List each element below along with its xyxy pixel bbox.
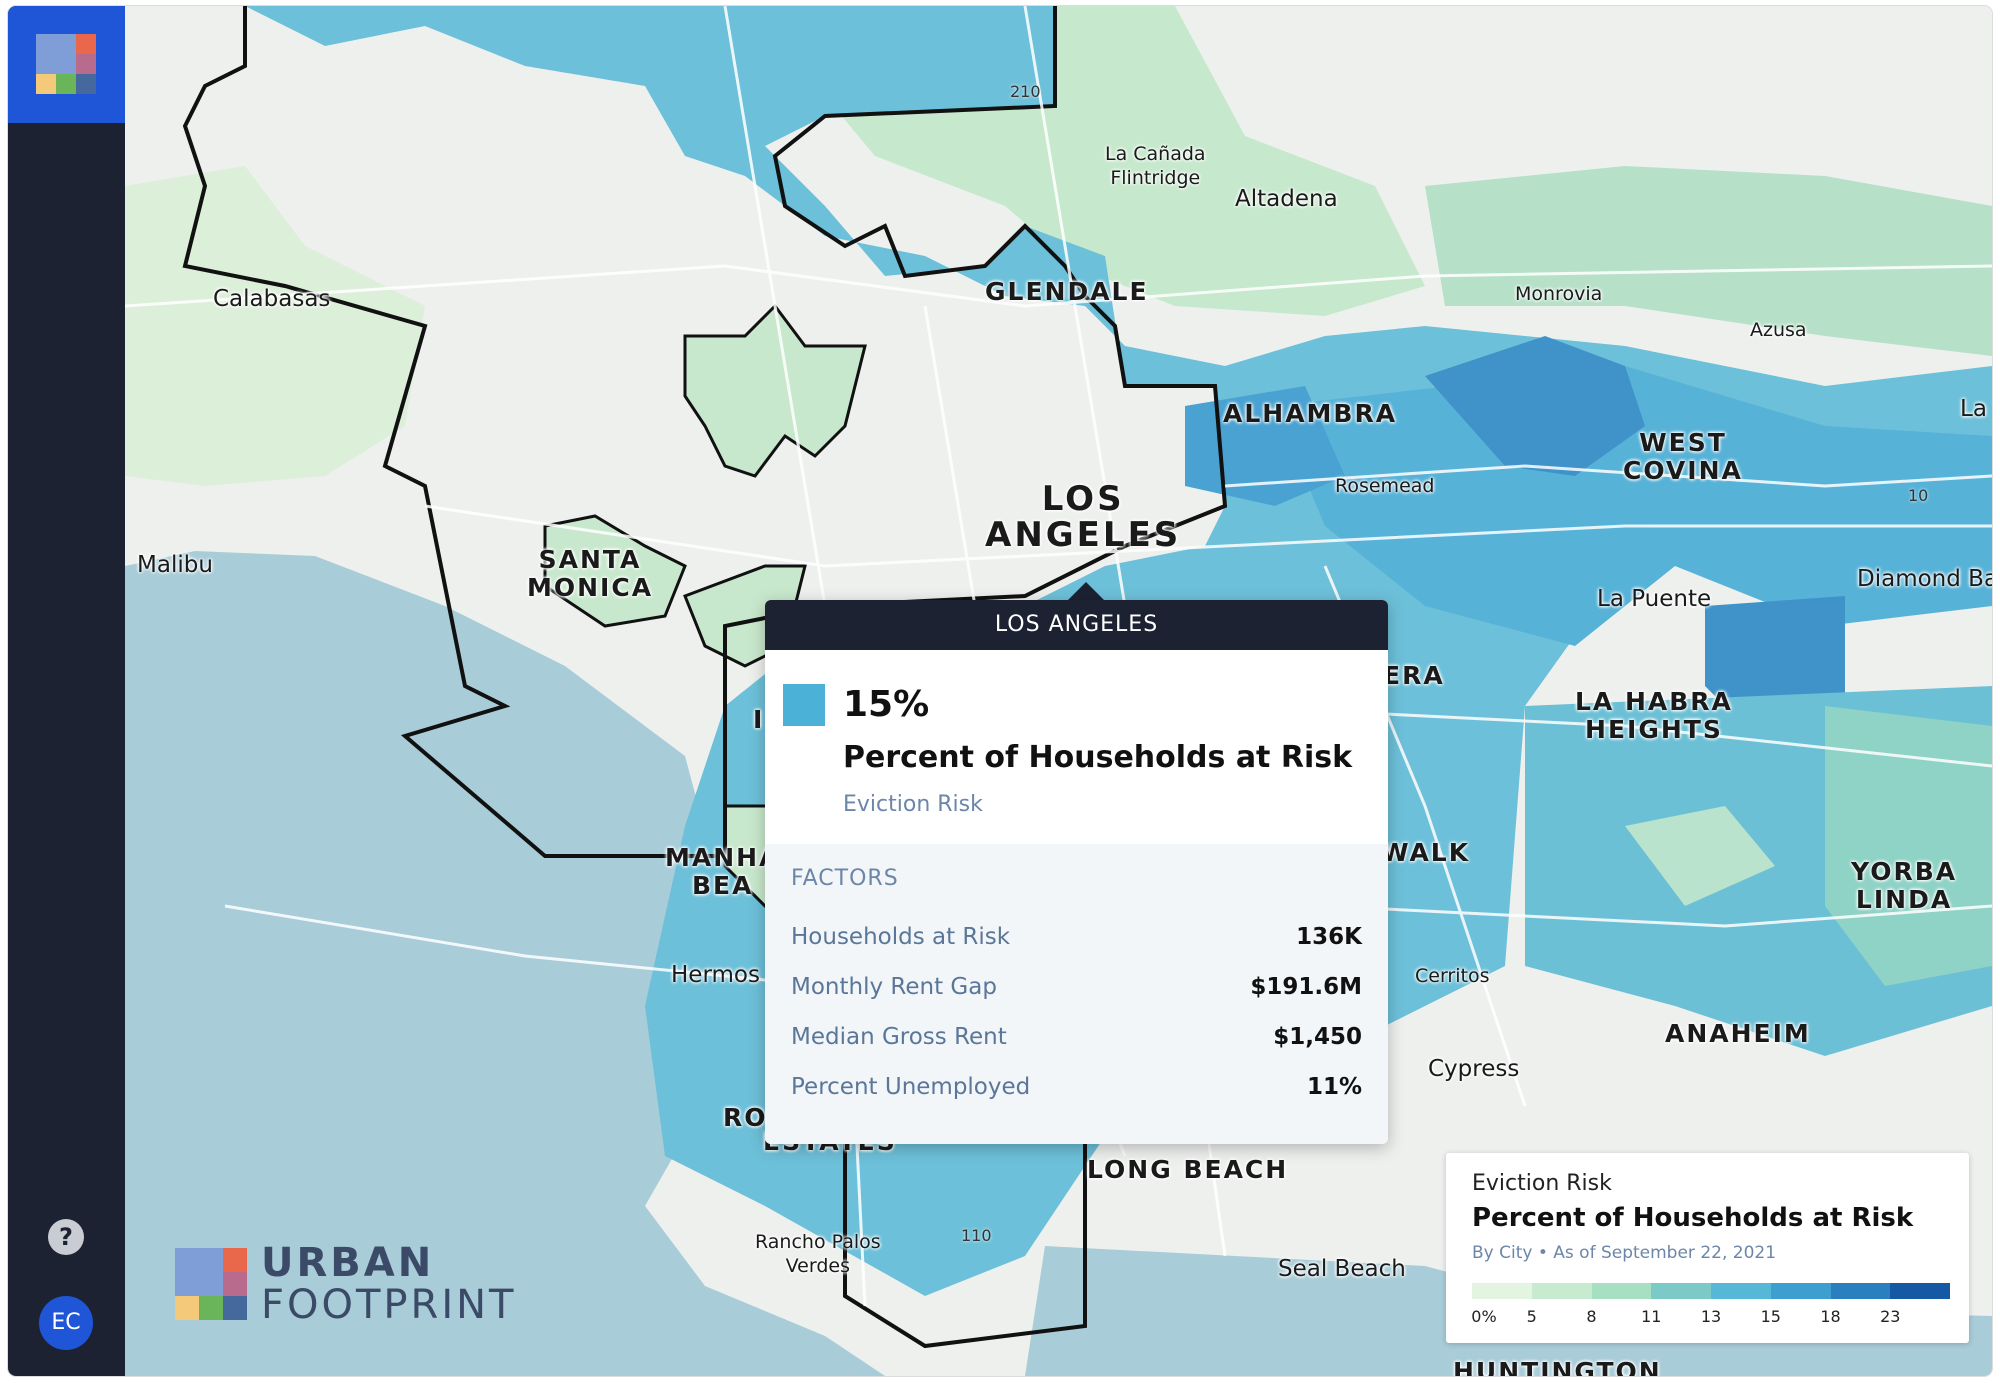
legend-tick-label: 5 [1526,1307,1537,1326]
place-label-era: ERA [1383,661,1445,690]
legend-title: Percent of Households at Risk [1472,1203,1914,1233]
legend-category: Eviction Risk [1472,1171,1612,1196]
legend-tick-label: 13 [1700,1307,1722,1326]
legend-ramp-step [1830,1283,1891,1299]
factor-label: Percent Unemployed [791,1074,1031,1100]
place-label-seal-beach: Seal Beach [1278,1256,1406,1282]
place-label-cerritos: Cerritos [1415,965,1490,987]
legend-ramp-step [1591,1283,1652,1299]
app-frame: ? EC [8,6,1992,1376]
place-label-la-edge: La [1960,396,1987,422]
popup-metric-name: Percent of Households at Risk [843,740,1353,775]
factor-row: Percent Unemployed 11% [791,1074,1362,1114]
brand-line-1: URBAN [261,1240,435,1286]
legend-ramp-step [1711,1283,1771,1299]
place-label-la-habra-heights: LA HABRA HEIGHTS [1575,687,1733,744]
brand-wordmark: URBAN FOOTPRINT [261,1242,516,1326]
map-legend: Eviction Risk Percent of Households at R… [1446,1153,1969,1343]
place-label-alhambra: ALHAMBRA [1223,399,1398,428]
popup-color-swatch [783,684,825,726]
place-label-norwalk: WALK [1381,838,1471,867]
legend-ramp-step [1890,1283,1950,1299]
legend-tick-label: 23 [1880,1307,1901,1326]
legend-color-ramp [1472,1283,1950,1299]
legend-ramp-step [1472,1283,1532,1299]
place-label-diamond-bar: Diamond Ba [1857,566,1992,592]
legend-tick-label: 18 [1820,1307,1841,1326]
place-label-manhattan-beach: MANHA BEA [665,843,781,900]
legend-tick-label: 15 [1760,1307,1781,1326]
popup-title: LOS ANGELES [765,600,1388,650]
popup-factors: FACTORS Households at Risk 136K Monthly … [765,844,1388,1144]
place-label-la-canada: La Cañada Flintridge [1105,143,1206,189]
place-label-calabasas: Calabasas [213,286,331,312]
help-button[interactable]: ? [48,1219,84,1255]
place-label-cypress: Cypress [1428,1056,1520,1082]
place-label-los-angeles: LOS ANGELES [985,479,1182,555]
factor-label: Median Gross Rent [791,1024,1007,1050]
popup-category: Eviction Risk [843,792,983,817]
place-label-malibu: Malibu [137,552,213,578]
app-logo-button[interactable] [8,6,125,123]
place-label-yorba-linda: YORBA LINDA [1851,857,1958,914]
place-label-altadena: Altadena [1235,186,1338,212]
highway-10-label: 10 [1908,486,1929,505]
factor-row: Median Gross Rent $1,450 [791,1024,1362,1064]
place-label-la-puente: La Puente [1597,586,1712,612]
factor-value: $1,450 [1273,1024,1362,1050]
place-label-rosemead: Rosemead [1335,475,1435,497]
legend-tick-label: 8 [1586,1307,1597,1326]
legend-ramp-step [1770,1283,1831,1299]
highway-210-label: 210 [1010,82,1041,101]
factor-label: Households at Risk [791,924,1011,950]
place-label-long-beach: LONG BEACH [1087,1155,1289,1184]
place-label-glendale: GLENDALE [985,277,1149,306]
factor-value: 11% [1306,1074,1362,1100]
city-popup: LOS ANGELES 15% Percent of Households at… [765,600,1388,1144]
legend-tick-label: 11 [1641,1307,1662,1326]
legend-tick-label: 0% [1471,1307,1497,1326]
place-label-huntington: HUNTINGTON [1453,1357,1662,1377]
popup-pointer [1066,582,1106,602]
urbanfootprint-brand-icon [175,1248,247,1320]
brand-line-2: FOOTPRINT [261,1282,517,1328]
popup-value: 15% [843,684,930,725]
place-label-rancho-palos-verdes: Rancho Palos Verdes [755,1231,881,1277]
place-label-hermosa: Hermos [671,962,760,988]
legend-meta: By City • As of September 22, 2021 [1472,1243,1777,1263]
legend-ticks: 0% 5 8 11 13 15 18 23 [1471,1307,1950,1329]
place-label-monrovia: Monrovia [1515,283,1603,305]
place-label-azusa: Azusa [1750,319,1807,341]
place-label-santa-monica: SANTA MONICA [527,545,654,602]
place-label-partial-i: I [753,705,765,734]
user-avatar-button[interactable]: EC [39,1296,93,1350]
legend-ramp-step [1651,1283,1711,1299]
factors-title: FACTORS [791,866,899,891]
factor-label: Monthly Rent Gap [791,974,997,1000]
factor-value: $191.6M [1250,974,1362,1000]
factor-row: Households at Risk 136K [791,924,1362,964]
highway-110-label: 110 [961,1226,992,1245]
sidebar: ? EC [8,6,125,1376]
place-label-anaheim: ANAHEIM [1665,1019,1811,1048]
legend-ramp-step [1531,1283,1592,1299]
urbanfootprint-logo-icon [36,34,96,94]
place-label-west-covina: WEST COVINA [1623,428,1743,485]
place-label-rolling-hills: RO [723,1103,768,1132]
factor-value: 136K [1296,924,1362,950]
factor-row: Monthly Rent Gap $191.6M [791,974,1362,1014]
